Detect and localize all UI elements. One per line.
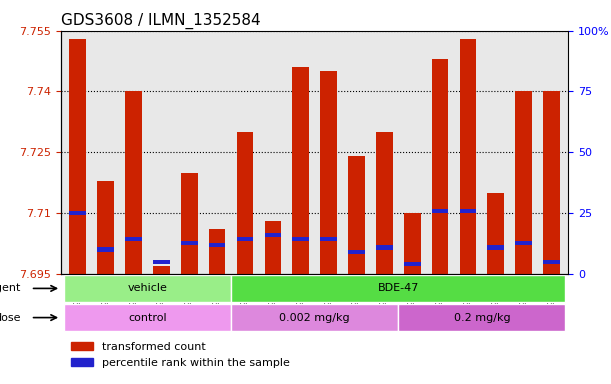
Bar: [543, 91, 560, 274]
Bar: [236, 237, 254, 242]
Bar: [293, 237, 309, 242]
Bar: [209, 229, 225, 274]
Bar: [320, 237, 337, 242]
Bar: [459, 209, 477, 213]
Bar: [265, 221, 281, 274]
Bar: [432, 59, 448, 274]
Text: 0.002 mg/kg: 0.002 mg/kg: [279, 313, 350, 323]
Legend: transformed count, percentile rank within the sample: transformed count, percentile rank withi…: [67, 338, 295, 372]
Bar: [181, 172, 197, 274]
Text: GDS3608 / ILMN_1352584: GDS3608 / ILMN_1352584: [61, 13, 261, 29]
Bar: [181, 242, 197, 245]
Bar: [543, 260, 560, 264]
Bar: [515, 242, 532, 245]
Bar: [459, 39, 477, 274]
Bar: [97, 248, 114, 252]
FancyBboxPatch shape: [64, 305, 231, 331]
Bar: [125, 91, 142, 274]
Bar: [70, 211, 86, 215]
Bar: [404, 213, 420, 274]
FancyBboxPatch shape: [231, 305, 398, 331]
Text: BDE-47: BDE-47: [378, 283, 419, 293]
Bar: [376, 245, 393, 250]
Bar: [515, 91, 532, 274]
FancyBboxPatch shape: [398, 305, 565, 331]
Bar: [376, 132, 393, 274]
Bar: [153, 260, 170, 264]
Bar: [320, 71, 337, 274]
Bar: [97, 180, 114, 274]
FancyBboxPatch shape: [64, 275, 231, 301]
Text: agent: agent: [0, 283, 21, 293]
Bar: [125, 237, 142, 242]
Bar: [432, 209, 448, 213]
Bar: [209, 243, 225, 248]
Text: dose: dose: [0, 313, 21, 323]
Bar: [236, 132, 254, 274]
Bar: [153, 266, 170, 274]
Bar: [348, 250, 365, 253]
Text: control: control: [128, 313, 167, 323]
Bar: [70, 39, 86, 274]
Bar: [265, 233, 281, 237]
Bar: [488, 245, 504, 250]
Text: vehicle: vehicle: [128, 283, 167, 293]
Bar: [404, 262, 420, 266]
Bar: [293, 67, 309, 274]
Bar: [348, 156, 365, 274]
FancyBboxPatch shape: [231, 275, 565, 301]
Bar: [488, 193, 504, 274]
Text: 0.2 mg/kg: 0.2 mg/kg: [453, 313, 510, 323]
